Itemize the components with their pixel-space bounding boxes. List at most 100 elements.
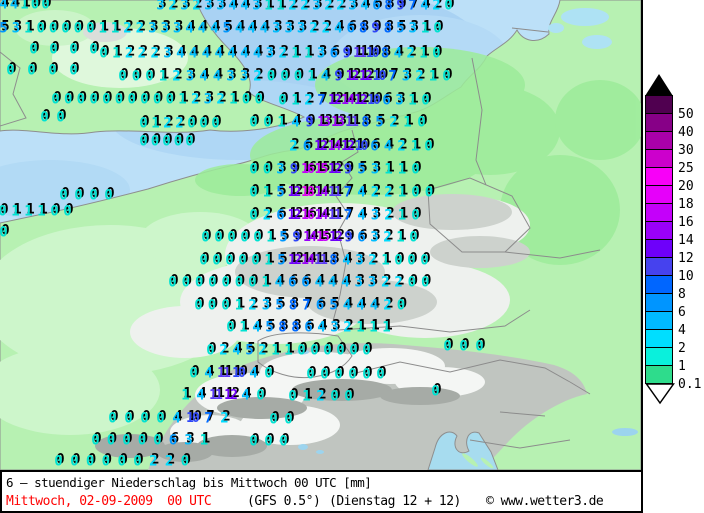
precip-value: 0 bbox=[86, 20, 95, 37]
precip-value: 8 bbox=[278, 319, 287, 336]
precip-value: 0 bbox=[36, 20, 45, 37]
precip-value: 4 bbox=[234, 20, 244, 37]
precip-value: 5 bbox=[279, 229, 288, 246]
precip-value: 2 bbox=[163, 115, 172, 132]
precip-value: 9 bbox=[305, 114, 314, 131]
precip-value: 0 bbox=[153, 432, 162, 449]
precip-value: 2 bbox=[164, 453, 174, 470]
precip-value: 0 bbox=[264, 365, 273, 382]
precip-value: 9 bbox=[342, 45, 351, 62]
precip-value: 2 bbox=[123, 20, 132, 37]
precip-value: 0 bbox=[51, 91, 60, 108]
precip-value: 4 bbox=[240, 45, 249, 62]
precip-value: 6 bbox=[315, 297, 325, 314]
precip-value: 6 bbox=[287, 274, 297, 291]
colorbar-label: 16 bbox=[678, 215, 694, 230]
precip-value: 8 bbox=[291, 319, 300, 336]
precip-value: 0 bbox=[330, 388, 339, 405]
precip-value: 3 bbox=[312, 0, 321, 14]
precip-value: 3 bbox=[370, 161, 380, 178]
precip-value: 1 bbox=[264, 252, 273, 269]
precip-value: 0 bbox=[266, 68, 276, 85]
precip-value: 5 bbox=[375, 114, 384, 131]
precip-value: 4 bbox=[240, 0, 249, 14]
precip-value: 12 bbox=[354, 92, 368, 108]
precip-value: 2 bbox=[336, 0, 345, 14]
precip-value: 3 bbox=[163, 45, 172, 62]
map-title: 6 – stuendiger Niederschlag bis Mittwoch… bbox=[6, 475, 372, 490]
precip-value: 2 bbox=[172, 68, 181, 85]
precip-value: 1 bbox=[403, 114, 412, 131]
precip-value: 0 bbox=[48, 62, 57, 79]
precip-value: 1 bbox=[396, 229, 405, 246]
precip-value: 4 bbox=[214, 45, 223, 62]
precip-value: 0 bbox=[251, 252, 260, 269]
precip-value: 2 bbox=[190, 91, 200, 108]
precip-value: 0 bbox=[69, 62, 78, 79]
precip-value: 6 bbox=[301, 274, 310, 291]
precip-value: 2 bbox=[394, 274, 403, 291]
precip-value: 0 bbox=[411, 207, 420, 224]
precip-value: 11 bbox=[345, 114, 359, 130]
precip-value: 0 bbox=[211, 115, 220, 132]
precip-value: 1 bbox=[264, 0, 273, 14]
precip-value: 3 bbox=[370, 207, 380, 224]
precip-value: 4 bbox=[420, 0, 429, 14]
precip-value: 1 bbox=[382, 319, 391, 336]
precip-value: 9 bbox=[371, 20, 380, 37]
precip-value: 1 bbox=[276, 0, 285, 14]
precip-value: 4 bbox=[241, 387, 250, 404]
precip-value: 0 bbox=[70, 453, 79, 470]
precip-value: 3 bbox=[367, 274, 377, 291]
precip-value: 0 bbox=[89, 91, 98, 108]
colorbar-boxes bbox=[645, 95, 703, 384]
map-background bbox=[0, 0, 641, 470]
precip-value: 1 bbox=[307, 68, 316, 85]
precip-value: 10 bbox=[372, 68, 387, 84]
precip-value: 2 bbox=[175, 115, 184, 132]
precip-value: 2 bbox=[324, 0, 333, 14]
colorbar-box-20 bbox=[645, 167, 673, 186]
precip-value: 3 bbox=[316, 45, 326, 62]
colorbar-label: 12 bbox=[678, 251, 694, 266]
colorbar-arrow-up-icon bbox=[645, 74, 673, 96]
precip-value: 0 bbox=[349, 342, 358, 359]
precip-value: 8 bbox=[384, 0, 393, 14]
precip-value: 6 bbox=[346, 20, 355, 37]
ireland-landmass bbox=[0, 51, 27, 127]
precip-value: 1 bbox=[291, 45, 300, 62]
colorbar-label: 50 bbox=[678, 107, 694, 122]
precip-value: 4 bbox=[210, 20, 219, 37]
precip-value: 11 bbox=[314, 252, 328, 268]
precip-value: 3 bbox=[296, 20, 306, 37]
precip-value: 14 bbox=[301, 252, 315, 268]
precip-value: 11 bbox=[217, 365, 231, 381]
precip-value: 1 bbox=[397, 207, 407, 224]
colorbar-label: 30 bbox=[678, 143, 694, 158]
precip-value: 1 bbox=[181, 387, 190, 404]
precip-value: 1 bbox=[151, 115, 160, 132]
colorbar-label: 6 bbox=[678, 305, 686, 320]
precip-value: 12 bbox=[287, 207, 302, 223]
precip-value: 1 bbox=[239, 319, 248, 336]
precip-value: 0 bbox=[433, 20, 442, 37]
precip-value: 1 bbox=[397, 184, 407, 201]
precip-value: 0 bbox=[336, 342, 345, 359]
precip-value: 9 bbox=[289, 161, 299, 178]
precip-value: 0 bbox=[407, 274, 417, 291]
precip-value: 0 bbox=[264, 433, 273, 450]
precip-value: 8 bbox=[358, 20, 368, 37]
precip-value: 15 bbox=[316, 229, 330, 245]
precip-value: 8 bbox=[361, 114, 370, 131]
precip-value: 0 bbox=[139, 133, 148, 150]
precip-value: 0 bbox=[56, 109, 65, 126]
precip-value: 3 bbox=[239, 68, 249, 85]
precip-value: 3 bbox=[203, 91, 213, 108]
colorbar-label: 8 bbox=[678, 287, 686, 302]
precip-value: 1 bbox=[24, 20, 33, 37]
colorbar-label: 40 bbox=[678, 125, 694, 140]
precip-value: 1 bbox=[37, 203, 46, 220]
precip-value: 7 bbox=[343, 207, 353, 224]
precip-value: 0 bbox=[61, 20, 70, 37]
precip-value: 0 bbox=[63, 203, 72, 220]
